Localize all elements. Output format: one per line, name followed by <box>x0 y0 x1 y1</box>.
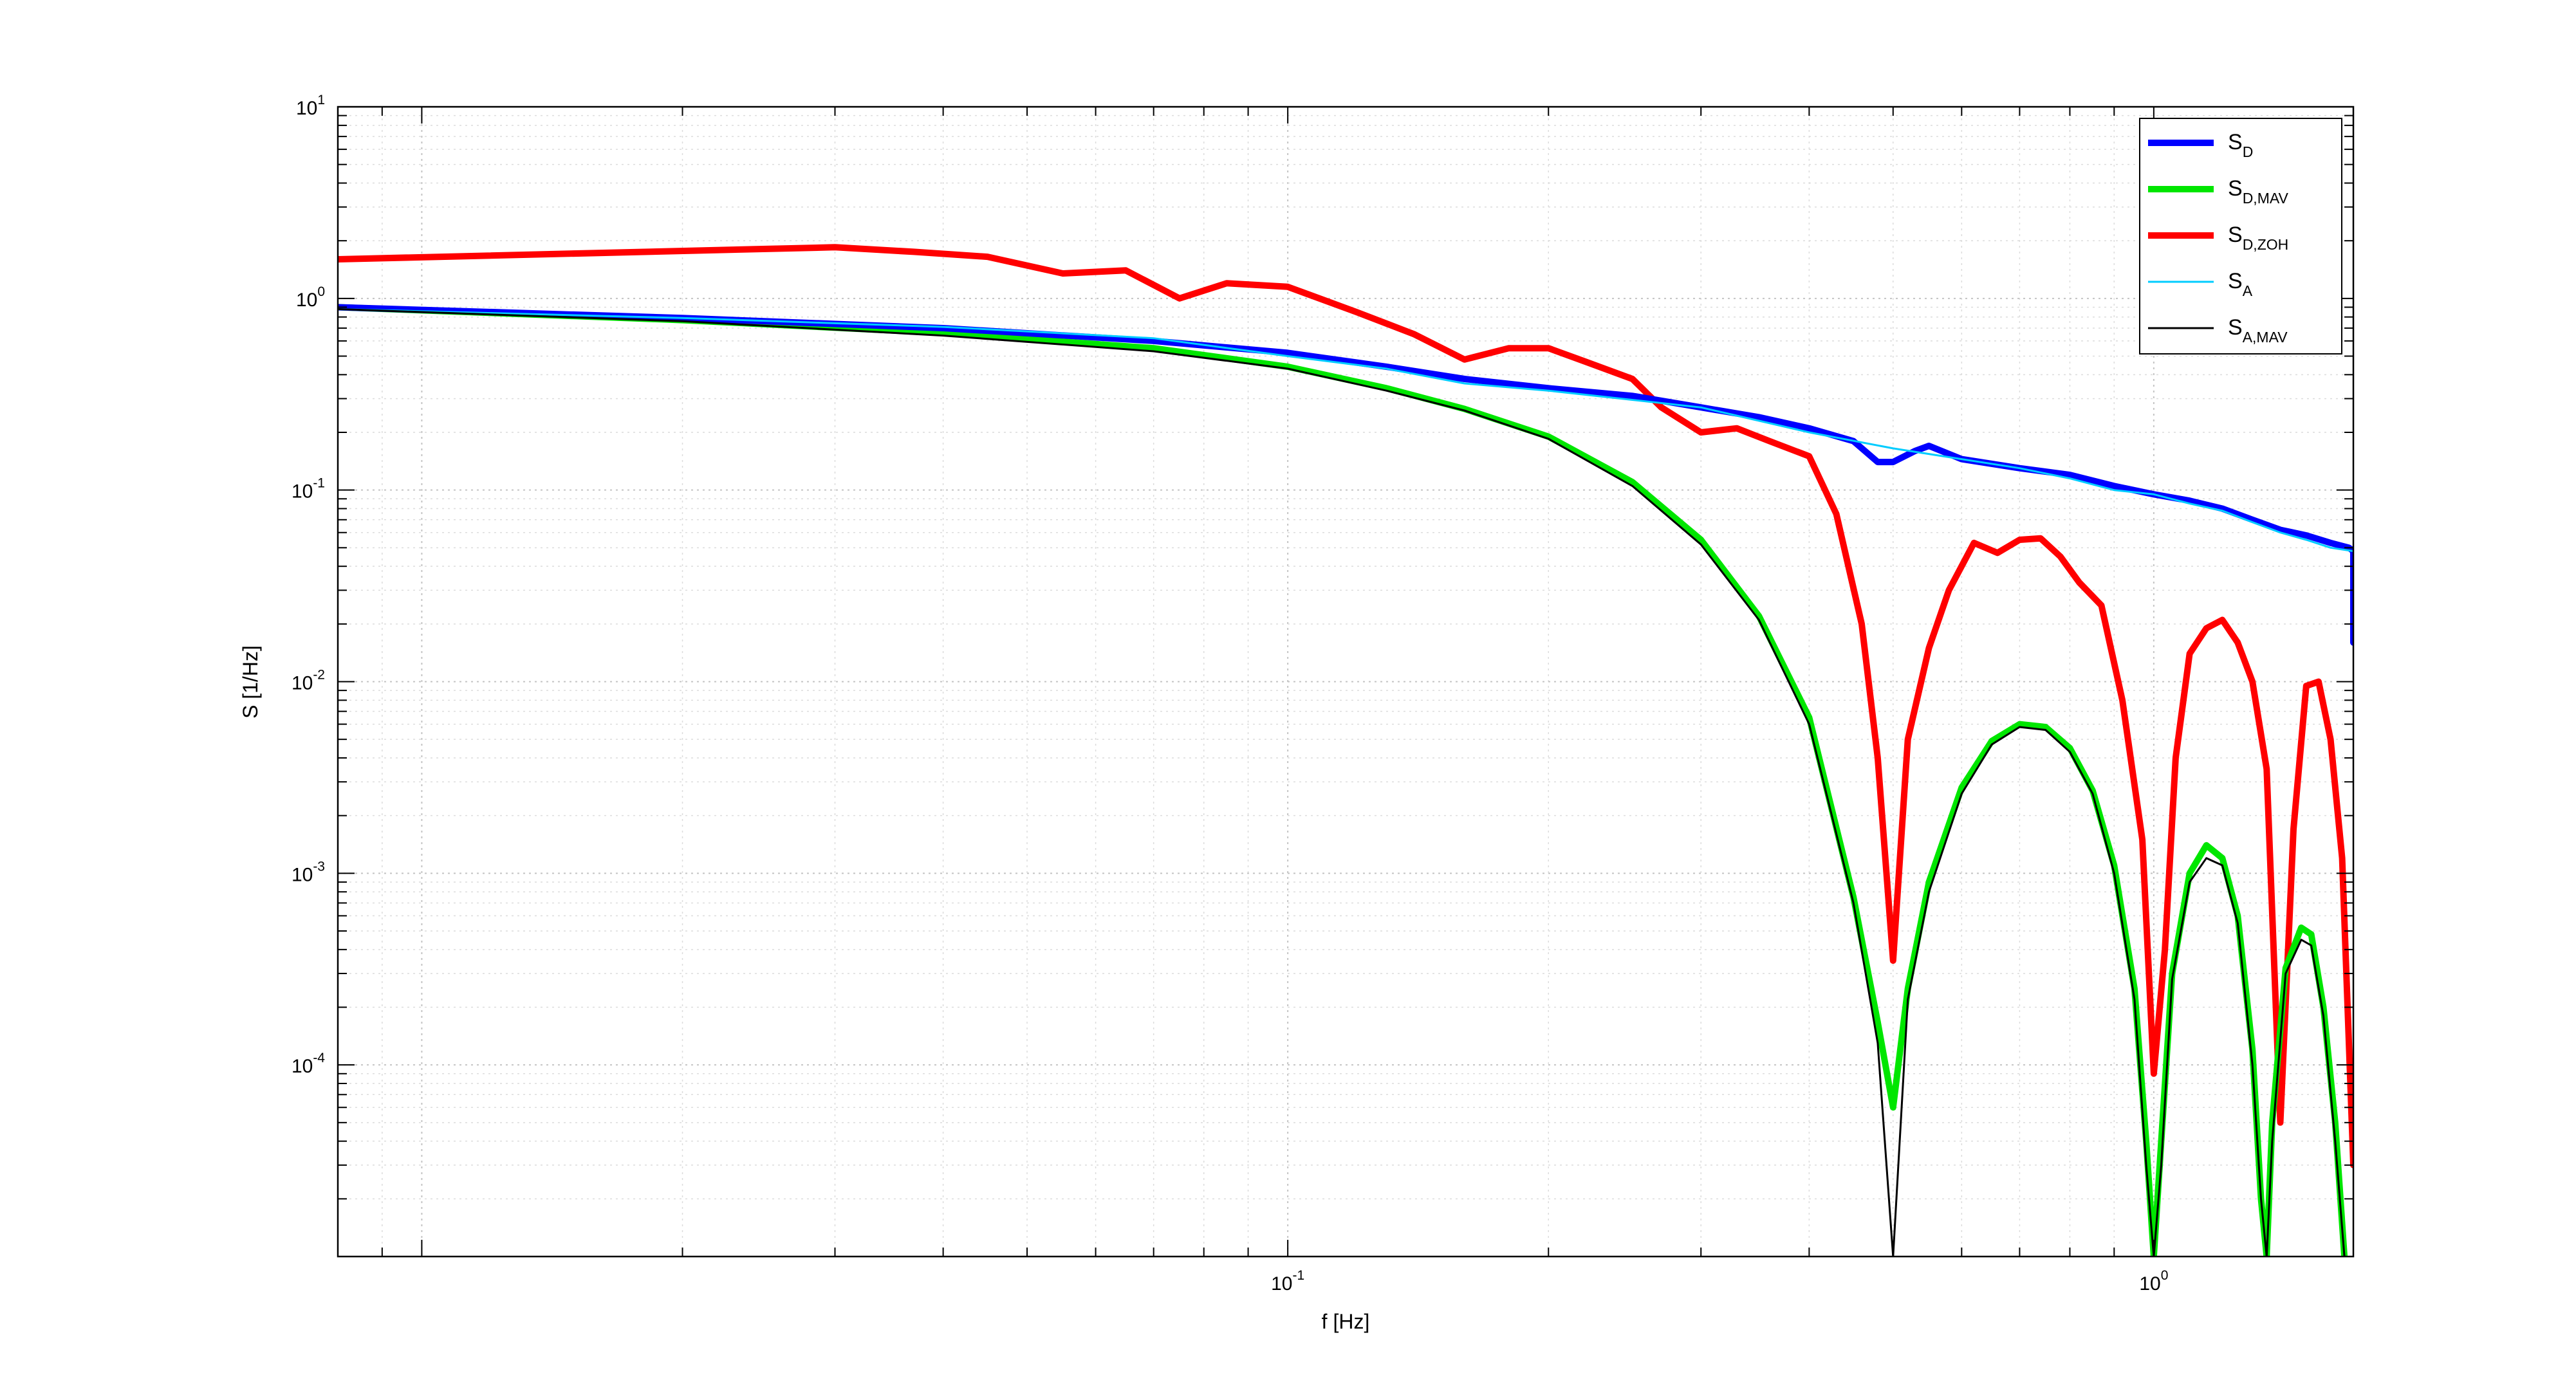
tick-base: 10 <box>292 673 313 694</box>
legend-label-a-mav: SA,MAV <box>2228 315 2288 345</box>
legend-label-sub: A <box>2243 282 2253 299</box>
y-tick-label: 10-1 <box>292 476 325 502</box>
legend-label-d-mav: SD,MAV <box>2228 176 2288 207</box>
tick-exponent: -4 <box>313 1051 325 1065</box>
legend-label-d: SD <box>2228 130 2253 160</box>
legend-label-main: S <box>2228 269 2243 293</box>
tick-base: 10 <box>292 1056 313 1077</box>
y-tick-label: 10-2 <box>292 668 325 694</box>
series-lines <box>338 244 2353 1257</box>
tick-base: 10 <box>292 864 313 885</box>
y-tick-label: 10-4 <box>292 1051 325 1077</box>
y-axis-title: S [1/Hz] <box>239 645 262 719</box>
x-axis-title: f [Hz] <box>1322 1310 1370 1333</box>
tick-base: 10 <box>2139 1273 2160 1294</box>
legend-label-d-zoh: SD,ZOH <box>2228 223 2288 253</box>
series-line-d-mav <box>338 304 2348 1257</box>
series-line-d-zoh <box>338 244 2353 1168</box>
tick-exponent: -3 <box>313 859 325 874</box>
x-tick-label: 10-1 <box>1271 1268 1304 1294</box>
tick-base: 10 <box>292 481 313 502</box>
legend-label-sub: A,MAV <box>2243 329 2288 345</box>
y-tick-label: 101 <box>296 93 325 119</box>
x-tick-labels: 10-1 100 <box>1271 1268 2168 1294</box>
tick-base: 10 <box>296 98 317 119</box>
legend-label-sub: D,ZOH <box>2243 236 2289 253</box>
tick-exponent: 0 <box>2161 1268 2169 1283</box>
tick-exponent: 1 <box>317 93 325 107</box>
tick-exponent: -2 <box>313 668 325 683</box>
y-tick-label: 100 <box>296 284 325 311</box>
series-line-a <box>338 308 2353 553</box>
series-line-a-mav <box>338 308 2346 1257</box>
tick-base: 10 <box>296 290 317 311</box>
y-tick-label: 10-3 <box>292 859 325 885</box>
tick-exponent: 0 <box>317 284 325 299</box>
tick-exponent: -1 <box>1292 1268 1304 1283</box>
legend-label-sub: D,MAV <box>2243 190 2289 207</box>
legend-label-a: SA <box>2228 269 2253 299</box>
legend-label-main: S <box>2228 130 2243 154</box>
legend-label-sub: D <box>2243 143 2254 160</box>
tick-base: 10 <box>1271 1273 1292 1294</box>
legend-label-main: S <box>2228 223 2243 247</box>
x-tick-label: 100 <box>2139 1268 2168 1294</box>
legend-label-main: S <box>2228 176 2243 201</box>
legend-label-main: S <box>2228 315 2243 340</box>
tick-exponent: -1 <box>313 476 325 491</box>
